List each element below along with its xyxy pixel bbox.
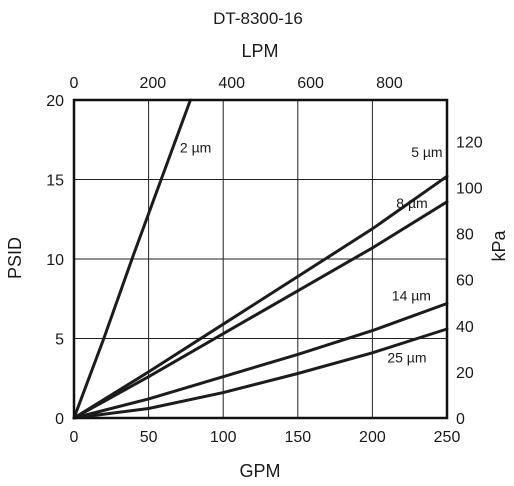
x2-tick-label: 0 xyxy=(70,75,79,92)
x-tick-label: 200 xyxy=(359,429,386,446)
x-tick-label: 100 xyxy=(210,429,237,446)
chart-title: DT-8300-16 xyxy=(213,9,303,28)
series-lines xyxy=(72,98,449,420)
x2-tick-label: 400 xyxy=(218,75,245,92)
grid xyxy=(74,100,447,418)
series-annotations: 2 µm 5 µm 8 µm 14 µm 25 µm xyxy=(180,139,443,365)
y2-tick-label: 20 xyxy=(456,365,474,382)
y2-tick-label: 0 xyxy=(456,411,465,428)
y-tick-label: 0 xyxy=(55,411,64,428)
series-label: 5 µm xyxy=(411,144,442,160)
y-tick-label: 15 xyxy=(46,173,64,190)
series-line-25-µm xyxy=(72,327,449,420)
y2-tick-label: 100 xyxy=(456,180,483,197)
series-label: 14 µm xyxy=(392,287,431,303)
y2-tick-label: 60 xyxy=(456,273,474,290)
x2-tick-label: 200 xyxy=(140,75,167,92)
y2-tick-label: 120 xyxy=(456,134,483,151)
x-tick-label: 0 xyxy=(70,429,79,446)
y-tick-label: 10 xyxy=(46,252,64,269)
series-label: 8 µm xyxy=(396,195,427,211)
right-axis-title: kPa xyxy=(489,230,509,262)
y-tick-label: 20 xyxy=(46,93,64,110)
y-tick-label: 5 xyxy=(55,332,64,349)
series-label: 2 µm xyxy=(180,139,211,155)
series-line-5-µm xyxy=(72,174,449,420)
x-tick-label: 150 xyxy=(284,429,311,446)
x-tick-label: 250 xyxy=(434,429,461,446)
left-axis-title: PSID xyxy=(5,237,25,279)
y2-tick-label: 80 xyxy=(456,227,474,244)
series-line-8-µm xyxy=(72,200,449,420)
series-line-2-µm xyxy=(72,98,192,420)
series-line-14-µm xyxy=(72,302,449,420)
y2-tick-label: 40 xyxy=(456,319,474,336)
plot-frame xyxy=(72,98,449,420)
x2-tick-label: 800 xyxy=(376,75,403,92)
series-label: 25 µm xyxy=(387,349,426,365)
x2-tick-label: 600 xyxy=(297,75,324,92)
x-tick-label: 50 xyxy=(140,429,158,446)
top-axis-title: LPM xyxy=(241,41,278,61)
bottom-axis-title: GPM xyxy=(239,461,280,481)
